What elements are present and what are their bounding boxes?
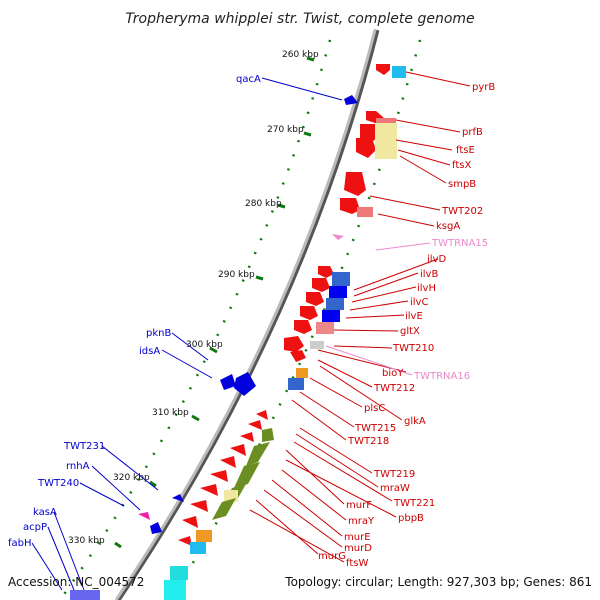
topology-summary: Topology: circular; Length: 927,303 bp; … [284, 575, 592, 589]
gene-label-murG: murG [318, 551, 346, 562]
gene-label-gltX: gltX [400, 326, 420, 337]
left-gene-labels: qacA pknB idsA TWT231 rnhA TWT240 kasA a… [8, 74, 261, 549]
gene-label-plsC: plsC [364, 403, 385, 414]
gene-label-acpP: acpP [23, 522, 47, 533]
right-gene-labels: pyrB prfB ftsE ftsX smpB TWT202 ksgA TWT… [318, 82, 495, 569]
gene-label-ftsE: ftsE [456, 145, 475, 156]
tick-label-300kbp: 300 kbp [186, 340, 223, 350]
forward-strand-genes [164, 64, 406, 600]
tick-label-270kbp: 270 kbp [267, 125, 304, 135]
scale-track-outer [58, 39, 332, 600]
gene-label-ilvD: ilvD [427, 254, 446, 265]
gene-label-ilvC: ilvC [410, 297, 428, 308]
gene-label-TWT215: TWT215 [354, 423, 396, 434]
gene-label-ilvB: ilvB [420, 269, 438, 280]
gene-label-TWT221: TWT221 [393, 498, 435, 509]
scale-track-inner [168, 39, 422, 600]
reverse-strand-genes [70, 95, 358, 600]
gene-label-TWT212: TWT212 [373, 383, 415, 394]
gene-label-ftsX: ftsX [452, 160, 471, 171]
gene-label-mraY: mraY [348, 516, 375, 527]
gene-label-murD: murD [344, 543, 372, 554]
gene-label-prfB: prfB [462, 127, 483, 138]
gene-label-pyrB: pyrB [472, 82, 495, 93]
gene-label-ksgA: ksgA [436, 221, 460, 232]
tick-label-280kbp: 280 kbp [245, 199, 282, 209]
right-label-leaders [249, 71, 471, 563]
gene-label-smpB: smpB [448, 179, 476, 190]
gene-label-TWT210: TWT210 [392, 343, 434, 354]
left-label-leaders [31, 77, 343, 591]
gene-label-kasA: kasA [33, 507, 57, 518]
gene-label-ftsW: ftsW [346, 558, 368, 569]
gene-label-TWT219: TWT219 [373, 469, 415, 480]
tick-label-290kbp: 290 kbp [218, 270, 255, 280]
tick-label-320kbp: 320 kbp [113, 473, 150, 483]
gene-label-fabH: fabH [8, 538, 32, 549]
genome-backbone-shadow [115, 29, 380, 600]
rna-label-leaders [325, 242, 431, 376]
genome-backbone [114, 29, 377, 600]
accession-text: Accession: NC_004572 [8, 575, 144, 589]
gene-label-murE: murE [344, 532, 371, 543]
map-title: Tropheryma whipplei str. Twist, complete… [125, 11, 474, 27]
gene-label-glkA: glkA [404, 416, 426, 427]
gene-label-TWT202: TWT202 [441, 206, 483, 217]
gene-label-murF: murF [346, 500, 372, 511]
gene-label-TWT218: TWT218 [347, 436, 389, 447]
gene-label-TWTRNA16: TWTRNA16 [413, 371, 470, 382]
gene-label-TWT231: TWT231 [63, 441, 105, 452]
gene-label-bioY: bioY [382, 368, 404, 379]
gene-label-ilvH: ilvH [417, 283, 436, 294]
tick-label-330kbp: 330 kbp [68, 536, 105, 546]
tick-label-310kbp: 310 kbp [152, 408, 189, 418]
tick-label-260kbp: 260 kbp [282, 50, 319, 60]
gene-label-qacA: qacA [236, 74, 261, 85]
gene-label-pbpB: pbpB [398, 513, 424, 524]
gene-label-rnhA: rnhA [66, 461, 90, 472]
gene-label-idsA: idsA [139, 346, 160, 357]
gene-label-pknB: pknB [146, 328, 171, 339]
gene-label-TWT240: TWT240 [37, 478, 79, 489]
gene-label-mraW: mraW [380, 483, 410, 494]
gene-label-TWTRNA15: TWTRNA15 [431, 238, 488, 249]
kbp-tick-marks [114, 56, 315, 549]
gene-label-ilvE: ilvE [405, 311, 423, 322]
